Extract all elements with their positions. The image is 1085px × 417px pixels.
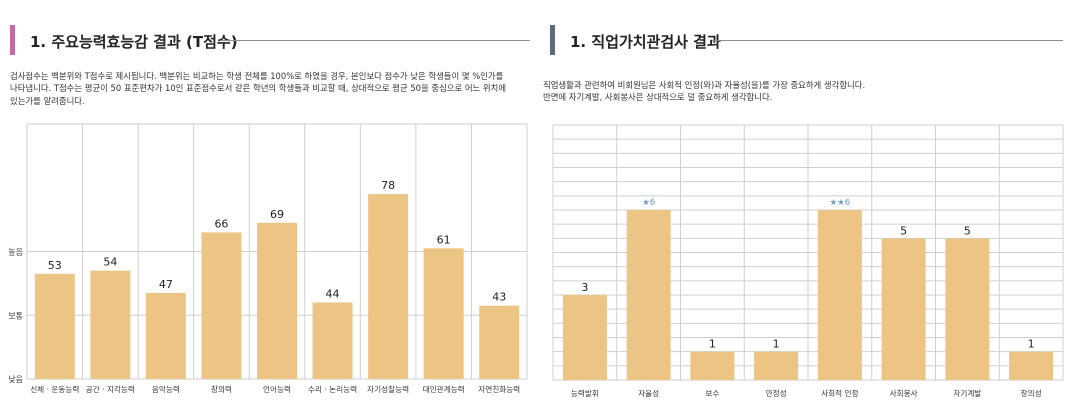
- category-label: 보수: [705, 389, 719, 398]
- values-title: 1. 직업가치관검사 결과: [570, 33, 721, 51]
- bar: [626, 210, 671, 380]
- efficacy-bar-chart: 낮음 보통 높음 53 신체 · 운동능력 54 공간 · 지각능력 47 음악능력 66 창의력 6…: [8, 123, 528, 394]
- efficacy-panel: 1. 주요능력효능감 결과 (T점수) 검사점수는 백분위와 T점수로 제시됩니…: [0, 0, 540, 417]
- description-line: 나타냅니다. T점수는 평균이 50 표준편차가 10인 표준점수로서 같은 학…: [10, 83, 507, 94]
- category-label: 능력발휘: [571, 388, 599, 398]
- category-label: 자율성: [638, 389, 659, 398]
- bar-value-label: 5: [964, 224, 971, 237]
- bar-value-label: 47: [159, 278, 173, 291]
- category-label: 자기계발: [953, 388, 981, 398]
- efficacy-section-header: 1. 주요능력효능감 결과 (T점수): [10, 25, 530, 55]
- bar: [945, 238, 990, 380]
- values-bar-chart: 3 능력발휘 ★6 자율성 1 보수 1 안정성 ★★6 사회적 인정 5 사회봉사 5 자기계발 1 창의성: [552, 124, 1064, 398]
- header-divider-line: [220, 40, 530, 41]
- bar: [423, 248, 464, 379]
- bar: [562, 295, 607, 380]
- y-tick-label: 낮음: [8, 374, 23, 384]
- values-description: 직업생활과 관련하여 비회원님은 사회적 인정(와)과 자율성(을)를 가장 중…: [543, 79, 1073, 104]
- bar-value-label: 66: [214, 217, 228, 230]
- values-section-header: 1. 직업가치관검사 결과: [550, 25, 1075, 55]
- y-tick-label: 보통: [8, 311, 23, 320]
- bar-value-label: 1: [773, 338, 780, 351]
- category-label: 음악능력: [152, 384, 180, 394]
- category-label: 사회봉사: [890, 389, 918, 398]
- section-accent-bar: [10, 25, 15, 55]
- category-label: 신체 · 운동능력: [30, 384, 79, 394]
- bar: [690, 351, 735, 380]
- highlight-value-label: ★6: [642, 198, 655, 208]
- bar-value-label: 54: [103, 256, 117, 269]
- category-label: 사회적 인정: [821, 388, 858, 398]
- bar: [817, 210, 862, 380]
- bar-value-label: 78: [381, 179, 395, 192]
- y-tick-label: 높음: [8, 248, 23, 257]
- bar: [90, 270, 131, 379]
- description-line: 있는가를 알려줍니다.: [10, 95, 85, 106]
- bar: [881, 238, 926, 380]
- bar-value-label: 69: [270, 208, 284, 221]
- bar: [145, 292, 186, 379]
- category-label: 수리 · 논리능력: [308, 385, 357, 394]
- bar: [754, 351, 799, 380]
- description-line: 반면에 자기계발, 사회봉사은 상대적으로 덜 중요하게 생각합니다.: [543, 92, 773, 103]
- bar: [1009, 351, 1054, 380]
- header-divider-line: [712, 40, 1063, 41]
- bar: [479, 305, 520, 379]
- category-label: 자기성찰능력: [367, 384, 409, 394]
- efficacy-description: 검사점수는 백분위와 T점수로 제시됩니다. 백분위는 비교하는 학생 전체를 …: [10, 70, 535, 107]
- category-label: 자연친화능력: [478, 384, 520, 394]
- category-label: 대인관계능력: [423, 384, 465, 394]
- bar-value-label: 1: [709, 338, 716, 351]
- bar: [257, 222, 297, 379]
- bar-value-label: 43: [492, 291, 506, 304]
- efficacy-title: 1. 주요능력효능감 결과 (T점수): [30, 33, 238, 51]
- values-panel: 1. 직업가치관검사 결과 직업생활과 관련하여 비회원님은 사회적 인정(와)…: [540, 0, 1085, 417]
- category-label: 안정성: [766, 388, 787, 398]
- bar: [368, 194, 409, 379]
- bar-value-label: 1: [1028, 338, 1035, 351]
- bar-value-label: 61: [437, 233, 451, 246]
- category-label: 공간 · 지각능력: [86, 384, 135, 394]
- highlight-value-label: ★★6: [830, 198, 851, 208]
- description-line: 직업생활과 관련하여 비회원님은 사회적 인정(와)과 자율성(을)를 가장 중…: [543, 80, 866, 90]
- bar: [201, 232, 242, 379]
- section-accent-bar: [550, 25, 555, 55]
- bar-value-label: 44: [326, 288, 340, 301]
- bar-value-label: 53: [48, 259, 62, 272]
- bar: [34, 273, 75, 379]
- description-line: 검사점수는 백분위와 T점수로 제시됩니다. 백분위는 비교하는 학생 전체를 …: [10, 71, 504, 81]
- bar-value-label: 5: [900, 224, 907, 237]
- category-label: 언어능력: [263, 384, 291, 394]
- category-label: 창의성: [1021, 388, 1042, 398]
- bar: [312, 302, 353, 379]
- category-label: 창의력: [211, 384, 232, 394]
- bar-value-label: 3: [581, 281, 588, 294]
